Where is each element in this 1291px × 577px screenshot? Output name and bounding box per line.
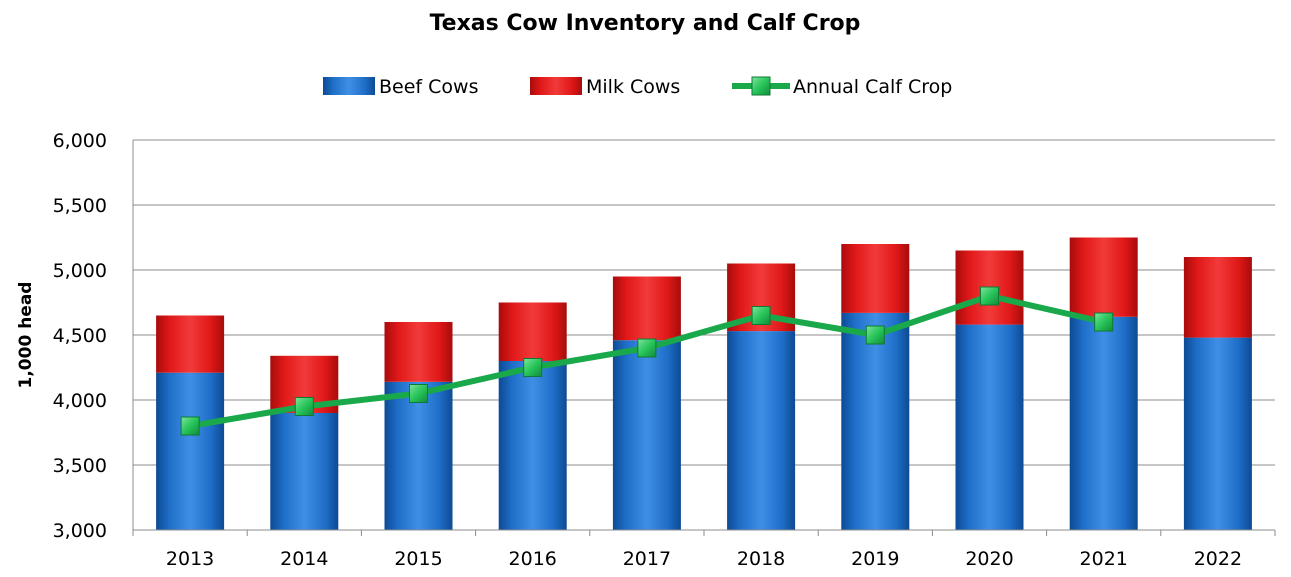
x-tick-label: 2013 [166, 548, 214, 570]
bar-beef-cows [156, 372, 225, 530]
calf-crop-point [180, 416, 200, 436]
bar-beef-cows [1183, 337, 1252, 530]
x-tick-label: 2022 [1194, 548, 1242, 570]
calf-crop-line [180, 286, 1114, 436]
y-tick-label: 5,000 [53, 260, 107, 282]
bar-beef-cows [498, 361, 567, 530]
bar-milk-cows [384, 322, 453, 382]
calf-crop-point [980, 286, 999, 306]
bar-milk-cows [1183, 257, 1252, 338]
calf-crop-point [865, 325, 885, 345]
bar-beef-cows [612, 340, 681, 530]
bar-beef-cows [727, 331, 796, 530]
legend-swatch-beef [323, 77, 375, 95]
bar-milk-cows [612, 276, 681, 341]
bar-milk-cows [156, 315, 225, 373]
legend-label-milk: Milk Cows [586, 76, 680, 98]
legend-item-milk: Milk Cows [530, 76, 680, 98]
bars [156, 237, 1252, 530]
x-tick-label: 2018 [737, 548, 785, 570]
calf-crop-point [637, 338, 657, 358]
bar-beef-cows [384, 381, 453, 530]
bar-milk-cows [841, 244, 910, 313]
bar-beef-cows [955, 324, 1024, 530]
y-tick-label: 3,500 [53, 455, 107, 477]
legend-label-beef: Beef Cows [379, 76, 478, 98]
x-tick-label: 2021 [1080, 548, 1128, 570]
legend-swatch-milk [530, 77, 582, 95]
legend-item-calf: Annual Calf Crop [732, 76, 952, 98]
chart-title: Texas Cow Inventory and Calf Crop [430, 11, 861, 36]
x-tick-label: 2016 [509, 548, 557, 570]
y-tick-label: 4,000 [53, 390, 107, 412]
legend-label-calf: Annual Calf Crop [793, 76, 952, 98]
y-tick-label: 5,500 [53, 195, 107, 217]
calf-crop-point [751, 306, 771, 325]
x-tick-label: 2017 [623, 548, 671, 570]
x-tick-label: 2020 [965, 548, 1013, 570]
calf-crop-point [409, 384, 428, 403]
y-axis-label: 1,000 head [16, 282, 36, 389]
y-tick-label: 4,500 [53, 325, 107, 347]
legend-item-beef: Beef Cows [323, 76, 478, 98]
legend: Beef Cows Milk Cows Annual Calf Crop [323, 76, 952, 98]
y-tick-label: 6,000 [53, 130, 107, 152]
y-tick-label: 3,000 [53, 520, 107, 542]
calf-crop-point [523, 358, 543, 377]
bar-beef-cows [1069, 316, 1138, 530]
bar-beef-cows [841, 312, 910, 530]
bar-beef-cows [270, 413, 339, 530]
x-tick-label: 2015 [394, 548, 442, 570]
bar-milk-cows [498, 302, 567, 361]
calf-crop-point [294, 397, 314, 416]
axes: 3,000 3,500 4,000 4,500 5,000 5,500 6,000 2013 2… [53, 130, 1276, 570]
legend-marker-calf [751, 76, 771, 96]
bar-milk-cows [1069, 237, 1138, 317]
calf-crop-point [1094, 312, 1114, 332]
x-tick-label: 2019 [851, 548, 899, 570]
x-tick-label: 2014 [280, 548, 328, 570]
